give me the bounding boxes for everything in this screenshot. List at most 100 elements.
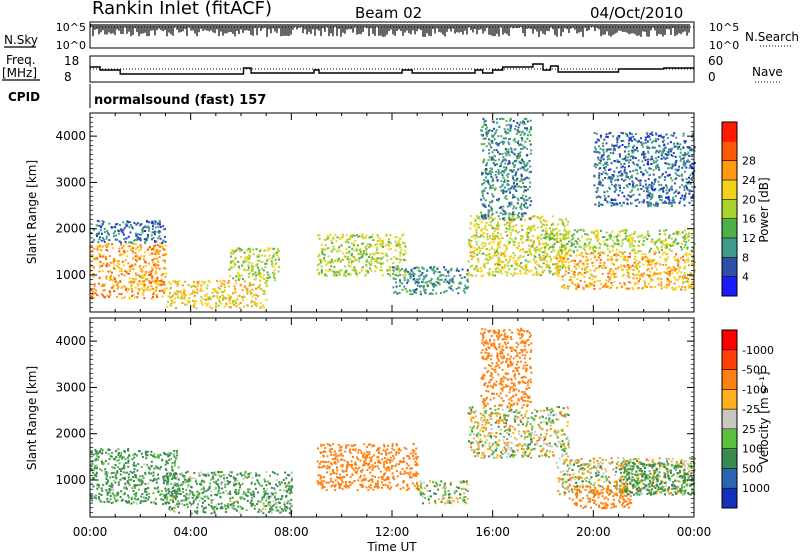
echo-cell — [155, 263, 158, 266]
echo-cell — [127, 221, 130, 224]
colorbar-swatch — [722, 238, 737, 258]
echo-cell — [483, 124, 486, 127]
echo-cell — [159, 226, 162, 228]
echo-cell — [122, 245, 125, 248]
echo-cell — [506, 183, 509, 186]
echo-cell — [642, 164, 645, 167]
echo-cell — [682, 157, 685, 160]
echo-cell — [536, 271, 538, 273]
echo-cell — [577, 273, 579, 276]
echo-cell — [688, 161, 691, 164]
echo-cell — [132, 294, 135, 296]
echo-cell — [338, 274, 341, 276]
echo-cell — [483, 215, 486, 218]
echo-cell — [688, 166, 691, 169]
echo-cell — [647, 150, 650, 153]
echo-cell — [527, 248, 530, 251]
echo-cell — [616, 136, 618, 139]
echo-cell — [512, 225, 515, 228]
echo-cell — [251, 295, 254, 298]
echo-cell — [596, 189, 599, 192]
echo-cell — [160, 489, 163, 492]
echo-cell — [97, 245, 100, 248]
echo-cell — [147, 288, 150, 291]
echo-cell — [509, 231, 512, 234]
echo-cell — [623, 162, 626, 165]
echo-cell — [331, 260, 333, 263]
echo-cell — [521, 241, 524, 244]
echo-cell — [500, 171, 503, 174]
echo-cell — [482, 204, 485, 207]
echo-cell — [223, 296, 226, 299]
echo-cell — [612, 272, 615, 275]
echo-cell — [338, 272, 341, 275]
echo-cell — [241, 295, 244, 298]
echo-cell — [466, 278, 469, 281]
echo-cell — [225, 304, 228, 307]
echo-cell — [109, 261, 112, 264]
echo-cell — [237, 272, 239, 275]
echo-cell — [236, 247, 239, 250]
echo-cell — [266, 279, 269, 282]
echo-cell — [678, 186, 681, 189]
echo-cell — [683, 235, 686, 238]
echo-cell — [676, 279, 679, 282]
echo-cell — [621, 275, 624, 277]
echo-cell — [674, 232, 677, 235]
echo-cell — [379, 237, 382, 240]
echo-cell — [109, 276, 112, 279]
echo-cell — [613, 274, 616, 276]
echo-cell — [392, 286, 395, 289]
echo-cell — [497, 271, 500, 274]
echo-cell — [256, 273, 259, 276]
echo-cell — [687, 284, 690, 287]
echo-cell — [127, 447, 130, 450]
echo-cell — [517, 156, 520, 159]
echo-cell — [644, 152, 647, 155]
echo-cell — [438, 283, 441, 286]
echo-cell — [629, 255, 631, 258]
echo-cell — [259, 287, 262, 290]
echo-cell — [450, 284, 453, 287]
echo-cell — [162, 228, 165, 231]
echo-cell — [152, 261, 155, 264]
echo-cell — [144, 230, 147, 232]
echo-cell — [664, 176, 667, 179]
echo-cell — [674, 162, 677, 165]
echo-cell — [218, 299, 221, 302]
echo-cell — [130, 284, 133, 287]
echo-cell — [257, 295, 260, 298]
echo-cell — [525, 164, 528, 167]
echo-cell — [138, 289, 141, 292]
echo-cell — [686, 160, 689, 163]
echo-cell — [615, 243, 618, 246]
echo-cell — [333, 272, 336, 275]
echo-cell — [529, 134, 532, 136]
echo-cell — [481, 126, 484, 129]
echo-cell — [497, 243, 500, 246]
echo-cell — [324, 248, 327, 251]
echo-cell — [613, 190, 616, 193]
echo-cell — [417, 278, 420, 281]
echo-cell — [349, 237, 351, 240]
echo-cell — [155, 267, 158, 270]
echo-cell — [510, 201, 513, 204]
echo-cell — [129, 245, 132, 248]
echo-cell — [642, 244, 645, 246]
echo-cell — [147, 466, 150, 469]
echo-cell — [639, 184, 642, 187]
echo-cell — [494, 263, 496, 266]
echo-cell — [418, 277, 421, 280]
echo-cell — [414, 282, 417, 285]
echo-cell — [595, 246, 598, 249]
echo-cell — [562, 233, 565, 236]
echo-cell — [364, 273, 367, 276]
echo-cell — [672, 232, 675, 235]
echo-cell — [504, 137, 507, 140]
echo-cell — [511, 238, 514, 241]
echo-cell — [120, 470, 122, 473]
echo-cell — [670, 204, 673, 207]
echo-cell — [573, 229, 576, 232]
echo-cell — [648, 274, 651, 277]
echo-cell — [651, 267, 653, 270]
